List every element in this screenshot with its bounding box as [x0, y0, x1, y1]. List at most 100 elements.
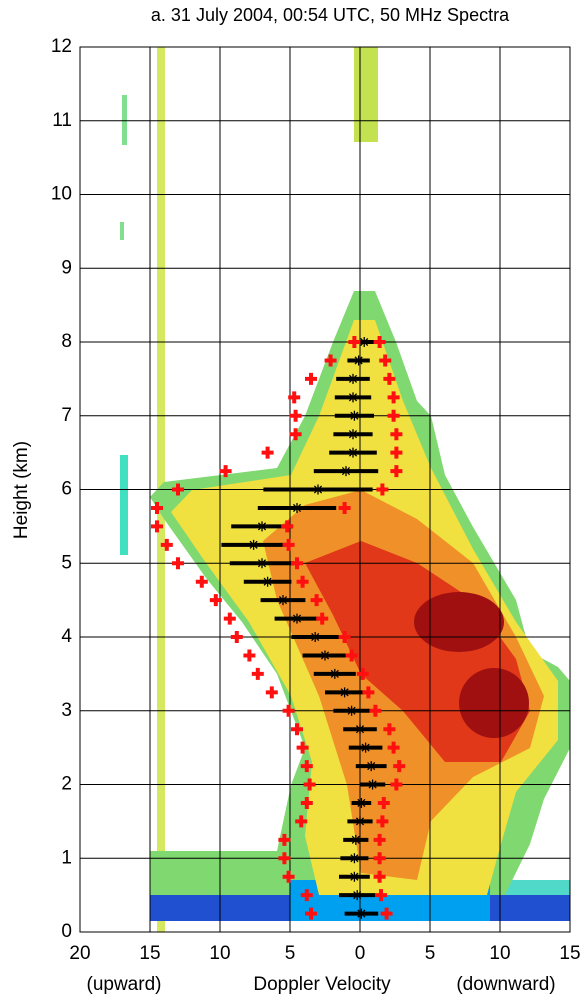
y-tick-label: 6 [61, 479, 72, 500]
edge-marker [373, 852, 386, 865]
edge-marker [243, 649, 256, 662]
mean-marker [262, 576, 273, 587]
edge-marker [172, 557, 184, 570]
y-tick-label: 7 [61, 405, 72, 426]
y-axis-label: Height (km) [11, 441, 32, 539]
mean-marker [352, 890, 363, 901]
edge-marker [316, 612, 329, 625]
edge-marker [265, 686, 278, 699]
edge-marker [373, 833, 386, 846]
y-tick-label: 11 [52, 110, 72, 131]
edge-marker [288, 391, 301, 404]
mean-marker [350, 834, 361, 845]
x-axis-label-left: (upward) [87, 974, 162, 995]
edge-marker [380, 907, 393, 920]
mean-marker [366, 761, 377, 772]
mean-marker [355, 724, 365, 735]
edge-marker [338, 631, 351, 643]
edge-marker [310, 594, 323, 607]
edge-marker [223, 612, 236, 625]
edge-marker [281, 520, 294, 533]
mean-marker [310, 632, 321, 642]
mean-marker [348, 429, 358, 440]
mean-marker [346, 705, 357, 716]
edge-marker [390, 465, 403, 478]
mean-marker [349, 871, 360, 882]
y-tick-label: 5 [61, 552, 72, 573]
mean-marker [292, 613, 302, 624]
edge-marker [160, 538, 173, 551]
mean-marker [348, 373, 358, 384]
y-tick-label: 3 [61, 700, 72, 721]
edge-marker [300, 760, 313, 773]
y-tick-label: 4 [61, 626, 72, 647]
edge-marker [300, 889, 313, 902]
edge-marker [282, 538, 295, 551]
mean-marker [360, 742, 371, 753]
x-tick-label: 15 [559, 943, 580, 964]
chart-title: a. 31 July 2004, 00:54 UTC, 50 MHz Spect… [151, 5, 510, 25]
edge-marker [376, 815, 389, 828]
y-tick-label: 12 [51, 36, 72, 57]
edge-marker [345, 649, 358, 662]
y-tick-label: 8 [61, 331, 72, 352]
mean-marker [353, 355, 364, 366]
x-tick-label: 5 [425, 943, 436, 964]
edge-marker [209, 594, 222, 607]
mean-marker [348, 447, 358, 458]
edge-marker [393, 760, 406, 773]
edge-marker [295, 815, 308, 828]
mean-marker [355, 816, 365, 827]
edge-marker [390, 446, 403, 459]
y-tick-label: 1 [61, 847, 72, 868]
edge-marker [387, 391, 400, 404]
y-tick-label: 9 [61, 257, 72, 278]
mean-marker [348, 392, 358, 403]
edge-marker [289, 428, 302, 441]
x-tick-label: 10 [489, 943, 510, 964]
x-axis-label: Doppler Velocity [253, 974, 391, 995]
edge-marker [305, 907, 317, 920]
mean-marker [356, 797, 367, 808]
mean-marker [292, 502, 302, 513]
edge-marker [282, 870, 295, 883]
mean-marker [313, 484, 323, 495]
x-tick-label: 0 [355, 943, 366, 964]
edge-marker [376, 483, 389, 496]
mean-marker [329, 668, 340, 679]
x-tick-label: 5 [285, 943, 296, 964]
edge-marker [291, 723, 303, 736]
edge-marker [282, 704, 295, 717]
mean-marker [339, 687, 350, 698]
edge-marker [296, 575, 309, 588]
edge-marker [387, 741, 400, 754]
edge-marker [356, 667, 369, 680]
edge-marker [300, 796, 313, 809]
x-tick-label: 10 [209, 943, 230, 964]
edge-marker [373, 336, 386, 348]
edge-marker [377, 796, 390, 809]
edge-marker [383, 372, 396, 385]
mean-marker [257, 521, 267, 532]
mean-marker [359, 337, 370, 347]
edge-marker [151, 520, 163, 533]
mean-marker [349, 410, 360, 421]
edge-marker [324, 354, 337, 367]
edge-marker [172, 483, 184, 496]
edge-marker [151, 501, 163, 514]
edge-marker [362, 686, 375, 699]
edge-marker [383, 723, 396, 736]
mean-marker [367, 779, 378, 790]
edge-marker [219, 465, 232, 478]
y-tick-label: 2 [61, 774, 72, 795]
edge-marker [373, 870, 386, 883]
mean-marker [320, 650, 330, 661]
edge-marker [261, 446, 274, 459]
edge-marker [338, 501, 351, 514]
mean-marker [257, 558, 267, 569]
edge-marker [289, 409, 302, 422]
edge-marker [291, 557, 303, 570]
edge-marker [390, 778, 403, 791]
mean-marker [278, 595, 288, 606]
